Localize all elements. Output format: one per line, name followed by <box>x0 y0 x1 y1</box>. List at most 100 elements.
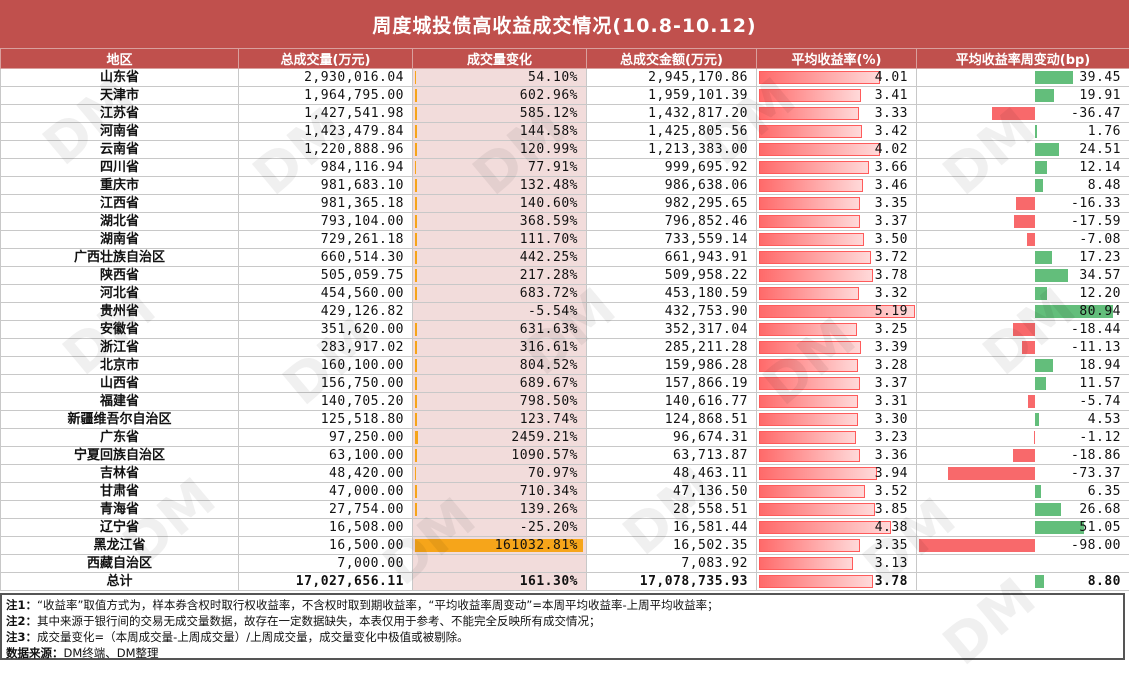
cell-change: 139.26% <box>413 501 587 519</box>
cell-volume-text: 1,964,795.00 <box>304 88 404 103</box>
cell-volume-text: 283,917.02 <box>321 340 404 355</box>
cell-amount-text: 1,432,817.20 <box>648 106 748 121</box>
cell-delta: 8.48 <box>917 177 1129 195</box>
cell-yield: 3.78 <box>757 573 917 591</box>
cell-region-text: 福建省 <box>100 394 139 409</box>
cell-change: 70.97% <box>413 465 587 483</box>
cell-yield-text: 3.33 <box>875 106 908 121</box>
cell-change: 120.99% <box>413 141 587 159</box>
cell-region: 浙江省 <box>1 339 239 357</box>
cell-amount-text: 733,559.14 <box>665 232 748 247</box>
yield-bar <box>759 413 858 426</box>
cell-volume: 140,705.20 <box>239 393 413 411</box>
delta-bar-positive <box>1035 71 1073 84</box>
yield-bar <box>759 215 860 228</box>
cell-delta-text: -1.12 <box>1079 430 1121 445</box>
yield-bar <box>759 503 875 516</box>
cell-delta: 18.94 <box>917 357 1129 375</box>
change-bar <box>415 431 418 444</box>
cell-change-text: 132.48% <box>520 178 578 193</box>
cell-delta-text: -16.33 <box>1071 196 1121 211</box>
cell-amount-text: 1,425,805.56 <box>648 124 748 139</box>
cell-amount-text: 285,211.28 <box>665 340 748 355</box>
cell-change: 161.30% <box>413 573 587 591</box>
cell-change-text: 316.61% <box>520 340 578 355</box>
cell-region-text: 江苏省 <box>100 106 139 121</box>
yield-bar <box>759 323 857 336</box>
cell-volume: 981,365.18 <box>239 195 413 213</box>
cell-delta-text: 26.68 <box>1079 502 1121 517</box>
cell-amount: 140,616.77 <box>587 393 757 411</box>
change-bar <box>415 485 417 498</box>
delta-bar-positive <box>1035 125 1037 138</box>
cell-region: 新疆维吾尔自治区 <box>1 411 239 429</box>
delta-bar-positive <box>1035 179 1043 192</box>
cell-region-text: 总计 <box>106 574 132 589</box>
cell-yield: 4.02 <box>757 141 917 159</box>
yield-bar <box>759 575 873 588</box>
cell-amount: 1,213,383.00 <box>587 141 757 159</box>
delta-bar-negative <box>1014 215 1035 228</box>
yield-bar <box>759 377 860 390</box>
cell-region-text: 河北省 <box>100 286 139 301</box>
delta-bar-positive <box>1035 161 1047 174</box>
cell-change: 368.59% <box>413 213 587 231</box>
cell-amount-text: 47,136.50 <box>673 484 748 499</box>
cell-yield-text: 3.37 <box>875 214 908 229</box>
yield-bar <box>759 395 858 408</box>
delta-bar-positive <box>1035 143 1058 156</box>
cell-volume-text: 351,620.00 <box>321 322 404 337</box>
cell-delta-text: -17.59 <box>1071 214 1121 229</box>
delta-bar-negative <box>1013 323 1035 336</box>
cell-volume-text: 981,365.18 <box>321 196 404 211</box>
delta-bar-positive <box>1035 287 1047 300</box>
cell-volume-text: 1,427,541.98 <box>304 106 404 121</box>
cell-change-text: 602.96% <box>520 88 578 103</box>
cell-yield: 3.13 <box>757 555 917 573</box>
cell-region-text: 宁夏回族自治区 <box>74 448 165 463</box>
cell-volume: 17,027,656.11 <box>239 573 413 591</box>
cell-yield-text: 3.52 <box>875 484 908 499</box>
cell-yield: 3.25 <box>757 321 917 339</box>
cell-amount: 1,959,101.39 <box>587 87 757 105</box>
cell-change-text: 442.25% <box>520 250 578 265</box>
cell-change: 316.61% <box>413 339 587 357</box>
cell-amount-text: 352,317.04 <box>665 322 748 337</box>
cell-change-text: 710.34% <box>520 484 578 499</box>
cell-yield-text: 3.37 <box>875 376 908 391</box>
cell-volume-text: 1,220,888.96 <box>304 142 404 157</box>
yield-bar <box>759 287 859 300</box>
cell-delta-text: 51.05 <box>1079 520 1121 535</box>
delta-bar-negative <box>1013 449 1035 462</box>
cell-amount: 453,180.59 <box>587 285 757 303</box>
cell-yield-text: 3.39 <box>875 340 908 355</box>
cell-volume-text: 156,750.00 <box>321 376 404 391</box>
cell-yield: 3.37 <box>757 375 917 393</box>
cell-yield-text: 3.30 <box>875 412 908 427</box>
cell-delta-text: 17.23 <box>1079 250 1121 265</box>
cell-change-text: 54.10% <box>528 70 578 85</box>
cell-change-text: 689.67% <box>520 376 578 391</box>
cell-change-text: -5.54% <box>528 304 578 319</box>
cell-volume: 981,683.10 <box>239 177 413 195</box>
cell-amount: 17,078,735.93 <box>587 573 757 591</box>
cell-amount: 352,317.04 <box>587 321 757 339</box>
cell-volume: 160,100.00 <box>239 357 413 375</box>
delta-bar-negative <box>1034 431 1036 444</box>
cell-delta-text: 6.35 <box>1088 484 1121 499</box>
change-bar <box>415 71 416 84</box>
cell-amount-text: 1,959,101.39 <box>648 88 748 103</box>
cell-region-text: 青海省 <box>100 502 139 517</box>
cell-region: 河南省 <box>1 123 239 141</box>
cell-delta: -1.12 <box>917 429 1129 447</box>
cell-change: 710.34% <box>413 483 587 501</box>
cell-delta: 8.80 <box>917 573 1129 591</box>
note-3: 注3：成交量变化=（本周成交量-上周成交量）/上周成交量，成交量变化中极值或被剔… <box>6 629 1119 645</box>
col-header-amount: 总成交金额(万元) <box>587 49 757 69</box>
cell-region: 西藏自治区 <box>1 555 239 573</box>
